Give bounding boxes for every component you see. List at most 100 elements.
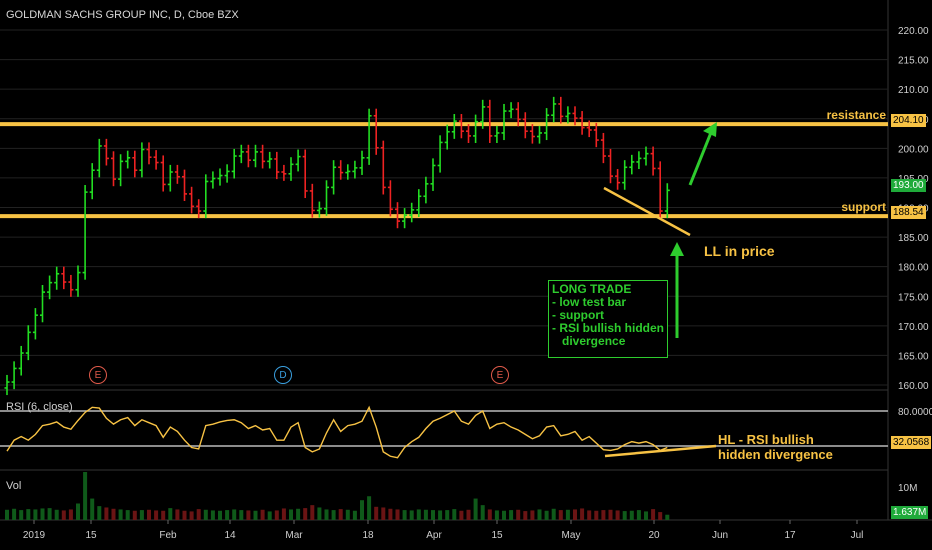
volume-bar (317, 507, 322, 520)
price-bar (316, 201, 322, 218)
price-bar (643, 146, 649, 166)
volume-bar (494, 510, 499, 520)
volume-bar (594, 510, 599, 520)
volume-bar (76, 503, 80, 520)
price-bar (125, 150, 131, 169)
price-bar (608, 148, 613, 184)
volume-bar (54, 509, 59, 520)
price-bar (380, 140, 386, 195)
trade-item: - RSI bullish hidden (552, 321, 664, 335)
volume-bar (558, 510, 563, 520)
ll-price-annotation: LL in price (704, 243, 775, 259)
price-bar (75, 265, 81, 297)
volume-bar (544, 510, 549, 520)
volume-bar (445, 510, 450, 520)
rsi-divergence-annotation: HL - RSI bullish hidden divergence (718, 432, 833, 462)
price-bar (288, 157, 294, 181)
price-bar (295, 149, 301, 172)
price-bar (515, 102, 521, 127)
volume-bar (509, 510, 514, 520)
volume-bar (196, 509, 201, 520)
volume-bar (68, 509, 73, 520)
volume-bar (487, 509, 492, 520)
volume-bar (154, 510, 159, 520)
volume-bar (622, 511, 627, 520)
earnings-event-marker[interactable]: E (491, 366, 509, 384)
volume-bar (473, 498, 478, 520)
price-bar (182, 169, 187, 201)
earnings-event-marker[interactable]: E (89, 366, 107, 384)
volume-bar (289, 509, 293, 520)
price-bar (622, 160, 628, 190)
price-bar (579, 111, 585, 135)
price-bar (302, 149, 308, 199)
price-bar (451, 114, 457, 139)
volume-bar (551, 508, 556, 520)
volume-bar (423, 509, 428, 520)
price-bar (11, 361, 17, 390)
time-tick-label: Feb (159, 530, 177, 541)
volume-bar (665, 514, 670, 520)
time-tick-label: Mar (285, 530, 303, 541)
price-bar (111, 151, 116, 187)
price-bar (529, 124, 535, 144)
volume-bar (573, 509, 577, 520)
price-bar (18, 345, 24, 376)
price-bar (253, 144, 258, 168)
volume-bar (303, 508, 308, 520)
time-tick-label: 20 (648, 530, 660, 541)
time-tick-label: 17 (784, 530, 796, 541)
price-tick-label: 185.00 (898, 233, 929, 244)
volume-bar (565, 509, 570, 520)
volume-bar (61, 510, 66, 520)
rsi-tick-label: 80.0000 (898, 407, 932, 418)
volume-bar (466, 509, 471, 520)
volume-bar (580, 508, 585, 520)
price-tick-label: 160.00 (898, 381, 929, 392)
price-bar (174, 164, 180, 184)
volume-bar (480, 505, 485, 520)
price-bar (373, 108, 379, 155)
price-bar (274, 151, 280, 180)
price-tick-label: 175.00 (898, 292, 929, 303)
price-bar (657, 161, 663, 219)
price-bar (487, 99, 493, 144)
price-bar (132, 150, 138, 178)
price-bar (189, 186, 195, 214)
dividend-event-marker[interactable]: D (274, 366, 292, 384)
price-bar (572, 106, 578, 126)
price-bar (203, 174, 209, 219)
price-bar (636, 151, 642, 170)
time-tick-label: 2019 (23, 530, 46, 541)
volume-bar (239, 510, 244, 520)
long-trade-annotation: LONG TRADE - low test bar - support - RS… (548, 280, 668, 358)
volume-pane-label: Vol (6, 480, 22, 492)
price-bar (231, 148, 237, 179)
price-tick-label: 210.00 (898, 85, 929, 96)
price-bar (47, 275, 53, 300)
volume-bar (260, 509, 265, 520)
volume-bar (431, 510, 435, 520)
signal-arrow-head (670, 242, 684, 256)
price-bar (338, 160, 344, 180)
price-bar (508, 102, 514, 119)
resistance-price-tag: 204.10 (891, 114, 926, 127)
price-bar (4, 374, 10, 396)
price-bar (281, 164, 287, 181)
volume-bar (97, 506, 102, 520)
price-bar (146, 142, 152, 165)
volume-bar (5, 509, 9, 520)
price-bar (40, 285, 45, 323)
time-tick-label: Apr (426, 530, 442, 541)
trade-item: - support (552, 308, 604, 322)
volume-bar (19, 510, 24, 520)
volume-bar (324, 509, 329, 520)
volume-bar (246, 510, 251, 520)
volume-bar (296, 508, 301, 520)
price-bar (416, 189, 422, 217)
price-bar (217, 168, 223, 186)
volume-bar (523, 511, 528, 520)
